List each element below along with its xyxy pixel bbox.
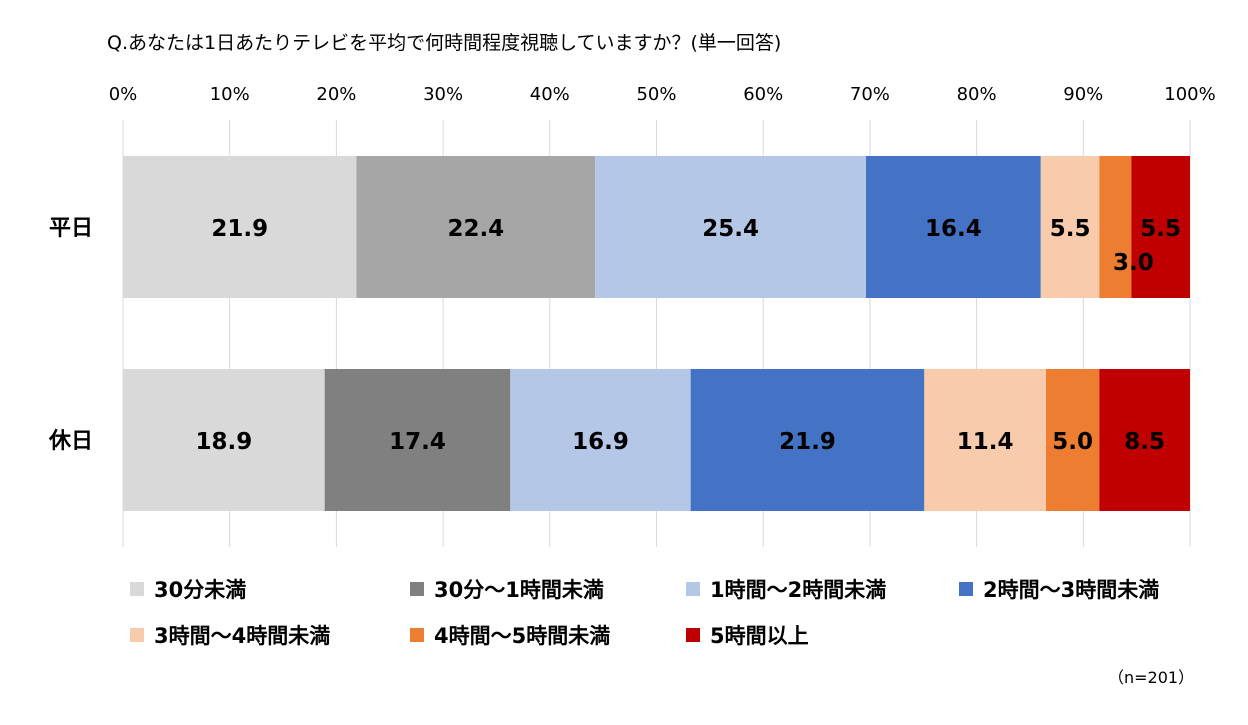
x-tick-label: 80% — [957, 84, 997, 105]
data-label: 11.4 — [957, 429, 1014, 455]
data-label: 17.4 — [389, 429, 446, 455]
legend-label: 2時間～3時間未満 — [983, 578, 1160, 602]
bar-segment — [123, 369, 325, 511]
bar-segment — [1131, 156, 1190, 298]
legend-item: 2時間～3時間未満 — [959, 574, 1219, 604]
bar-segments — [123, 156, 1190, 511]
legend-label: 5時間以上 — [710, 624, 809, 648]
legend-label: 1時間～2時間未満 — [710, 578, 887, 602]
data-label: 18.9 — [195, 429, 252, 455]
data-label: 5.0 — [1052, 429, 1093, 455]
x-tick-label: 50% — [636, 84, 676, 105]
legend-swatch — [686, 628, 700, 642]
bar-segment — [690, 369, 925, 511]
legend-row: 30分未満 30分～1時間未満 1時間～2時間未満 2時間～3時間未満 — [130, 566, 1220, 612]
x-tick-label: 70% — [850, 84, 890, 105]
legend-item: 30分～1時間未満 — [410, 574, 686, 604]
data-label: 16.4 — [925, 216, 982, 242]
legend: 30分未満 30分～1時間未満 1時間～2時間未満 2時間～3時間未満 3時間～4時間… — [130, 566, 1220, 658]
data-label: 22.4 — [447, 216, 504, 242]
legend-label: 4時間～5時間未満 — [434, 624, 611, 648]
bar-segment — [1099, 156, 1132, 298]
x-tick-label: 60% — [743, 84, 783, 105]
legend-row: 3時間～4時間未満 4時間～5時間未満 5時間以上 — [130, 612, 1220, 658]
legend-label: 30分～1時間未満 — [434, 578, 604, 602]
x-tick-label: 30% — [423, 84, 463, 105]
data-label: 21.9 — [779, 429, 836, 455]
bar-segment — [595, 156, 866, 298]
legend-swatch — [410, 582, 424, 596]
legend-swatch — [130, 628, 144, 642]
legend-item: 1時間～2時間未満 — [686, 574, 959, 604]
legend-item: 4時間～5時間未満 — [410, 620, 686, 650]
legend-item: 3時間～4時間未満 — [130, 620, 410, 650]
x-tick-label: 10% — [210, 84, 250, 105]
bar-segment — [1040, 156, 1100, 298]
bar-segment — [510, 369, 691, 511]
data-label: 3.0 — [1113, 250, 1154, 276]
legend-item: 5時間以上 — [686, 620, 946, 650]
data-labels: 21.9 22.4 25.4 16.4 5.5 3.0 5.5 18.9 17.4 16.9 21.… — [195, 216, 1181, 455]
bar-segment — [1045, 369, 1100, 511]
legend-swatch — [959, 582, 973, 596]
bar-segment — [324, 369, 511, 511]
x-tick-label: 100% — [1164, 84, 1215, 105]
legend-label: 3時間～4時間未満 — [154, 624, 331, 648]
sample-size-note: （n=201） — [1108, 668, 1195, 687]
bar-segment — [1099, 369, 1190, 511]
legend-swatch — [410, 628, 424, 642]
data-label: 25.4 — [702, 216, 759, 242]
data-label: 5.5 — [1140, 216, 1181, 242]
legend-swatch — [130, 582, 144, 596]
legend-label: 30分未満 — [154, 578, 247, 602]
data-label: 21.9 — [211, 216, 268, 242]
legend-item: 30分未満 — [130, 574, 410, 604]
x-tick-label: 90% — [1063, 84, 1103, 105]
x-tick-labels: 0% 10% 20% 30% 40% 50% 60% 70% 80% 90% 100% — [109, 84, 1216, 105]
data-label: 5.5 — [1050, 216, 1091, 242]
category-label: 平日 — [49, 216, 93, 241]
x-tick-label: 20% — [316, 84, 356, 105]
bar-segment — [356, 156, 596, 298]
data-label: 8.5 — [1124, 429, 1165, 455]
data-label: 16.9 — [572, 429, 629, 455]
bar-segment — [123, 156, 357, 298]
bar-segment — [865, 156, 1041, 298]
chart-title: Q.あなたは1日あたりテレビを平均で何時間程度視聴していますか？(単一回答) — [107, 32, 782, 54]
category-label: 休日 — [48, 429, 93, 454]
legend-swatch — [686, 582, 700, 596]
x-tick-label: 0% — [109, 84, 138, 105]
x-tick-label: 40% — [530, 84, 570, 105]
bar-segment — [924, 369, 1046, 511]
